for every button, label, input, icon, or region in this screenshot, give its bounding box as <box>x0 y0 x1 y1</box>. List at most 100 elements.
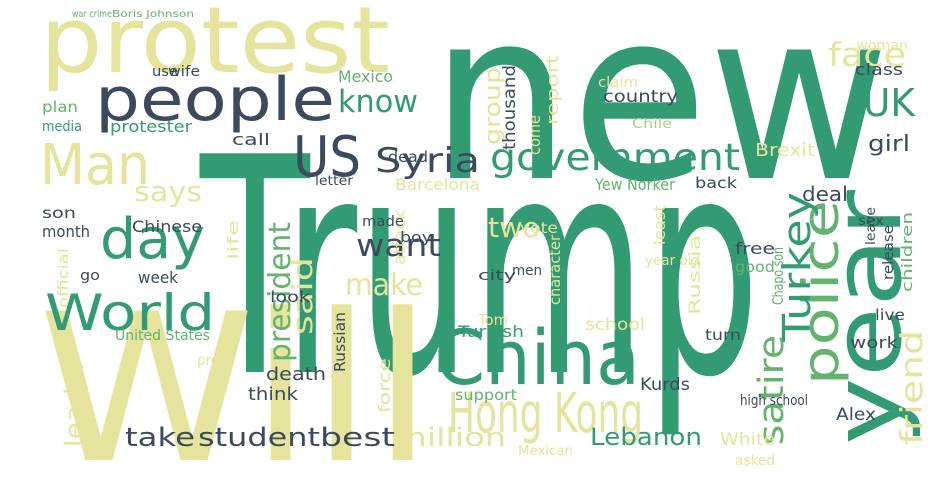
word: Kurds <box>640 375 690 395</box>
word: Barcelona <box>395 175 480 194</box>
word: force <box>375 358 394 413</box>
word: Brexit <box>755 140 815 161</box>
word: school <box>585 315 645 335</box>
word: call <box>232 130 270 149</box>
word: protester <box>110 117 192 136</box>
word: face <box>828 35 906 74</box>
word: US <box>293 125 361 190</box>
word: president <box>263 222 298 362</box>
word: least <box>650 205 669 245</box>
word: group <box>481 67 506 145</box>
word: war crime <box>72 9 112 20</box>
word: work <box>850 333 899 352</box>
word: think <box>248 384 299 405</box>
word: month <box>42 222 90 241</box>
word: Chapo son <box>769 247 787 305</box>
word: said <box>286 257 319 335</box>
word: girl <box>868 132 910 157</box>
word: show <box>327 324 357 394</box>
word: letter <box>315 174 354 189</box>
word: country <box>603 87 678 107</box>
word: use <box>152 64 178 80</box>
word: Chile <box>632 117 672 132</box>
word: Chinese <box>132 217 202 236</box>
word: police <box>792 200 850 385</box>
word: Turkey <box>775 192 819 343</box>
word: attack <box>390 209 409 265</box>
word: United States <box>115 328 210 344</box>
word: World <box>45 284 215 342</box>
word: Syria <box>375 141 480 181</box>
word: Hong Kong <box>448 381 643 445</box>
word: dead <box>388 148 428 166</box>
word: want <box>356 228 441 264</box>
word: death <box>266 364 326 385</box>
word: free <box>735 239 775 258</box>
word: Tom <box>477 311 508 329</box>
word: take <box>125 423 195 453</box>
word: media <box>42 119 82 135</box>
word: Russian <box>331 312 349 372</box>
word: asked <box>735 453 775 469</box>
word: Boris Johnson <box>112 9 194 20</box>
word: leader <box>60 359 90 447</box>
word: know <box>338 84 418 120</box>
word: come <box>525 115 544 155</box>
word: student <box>198 423 320 453</box>
word: son <box>42 204 76 222</box>
word: vote <box>520 219 558 237</box>
word: Lebanon <box>590 423 702 451</box>
word: UK <box>863 81 916 125</box>
word: government <box>490 136 740 179</box>
word: Mexican <box>518 444 573 459</box>
word: million <box>394 423 506 453</box>
word: children <box>900 212 916 292</box>
word: character <box>546 234 564 305</box>
word: China <box>435 313 640 402</box>
word: Alex <box>836 405 876 425</box>
word: release <box>881 225 897 280</box>
word: make <box>345 268 423 303</box>
word: live <box>875 306 905 324</box>
word: good <box>735 258 775 276</box>
word: back <box>695 174 737 192</box>
word: Yew Norker <box>594 175 675 194</box>
word: plan <box>42 98 78 116</box>
word: Trump <box>197 94 760 443</box>
word: class <box>855 60 903 79</box>
word: Will <box>38 271 433 487</box>
word: best <box>320 423 395 453</box>
word: boy <box>400 230 432 246</box>
word: day <box>100 207 205 272</box>
word: high school <box>740 393 808 409</box>
word: report <box>543 55 562 125</box>
word: people <box>95 65 335 135</box>
word: go <box>80 268 100 284</box>
word: Man <box>40 133 150 198</box>
word: Turkish <box>457 322 524 341</box>
word: official <box>56 248 72 308</box>
word: woman <box>856 38 908 54</box>
word: turn <box>705 326 741 344</box>
word: new <box>430 0 890 234</box>
word: wife <box>168 64 200 80</box>
word: leave <box>864 207 879 245</box>
word: two <box>488 211 540 244</box>
word: deal <box>802 182 848 206</box>
word: says <box>134 175 202 208</box>
word: made <box>362 214 404 230</box>
word: year <box>813 189 923 445</box>
word: claim <box>598 75 638 91</box>
word: thousand <box>500 65 520 150</box>
word: Russia <box>685 235 704 315</box>
word: Mexico <box>338 67 393 86</box>
word: look <box>270 288 310 306</box>
cloud-background <box>0 0 926 472</box>
word: White <box>720 430 775 450</box>
word: city <box>478 268 516 284</box>
word: friend <box>895 330 930 445</box>
word: week <box>138 268 179 287</box>
word: support <box>455 386 517 404</box>
